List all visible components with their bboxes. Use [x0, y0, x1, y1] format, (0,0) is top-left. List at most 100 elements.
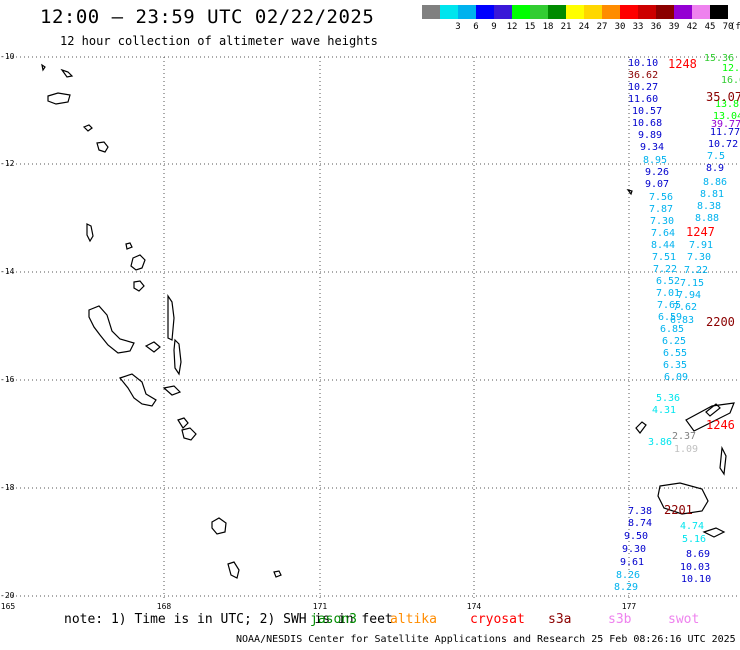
colorbar-tick-label: 36 — [650, 22, 662, 32]
wave-height-value: 7.22 — [653, 264, 678, 275]
wave-height-value: 6.55 — [663, 348, 688, 359]
colorbar-tick-label: 70 — [722, 22, 734, 32]
wave-height-value: 7.65 — [657, 300, 682, 311]
wave-height-value: 4.74 — [680, 521, 705, 532]
wave-height-value: 10.27 — [628, 82, 659, 93]
wave-height-value: 7.51 — [652, 252, 677, 263]
latitude-label: -20 — [0, 591, 15, 600]
colorbar-tick-label: 6 — [473, 22, 479, 32]
wave-height-value: 8.69 — [686, 549, 711, 560]
satellite-legend-item: s3b — [608, 612, 632, 627]
island-maewo — [167, 294, 175, 341]
colorbar-tick-label: 24 — [578, 22, 590, 32]
island-aneityum — [273, 570, 282, 578]
island-gaua — [133, 280, 145, 292]
wave-height-value: 7.01 — [656, 288, 681, 299]
pass-time-label: 1248 — [668, 57, 697, 71]
island-kadavu — [702, 527, 726, 538]
colorbar-swatch — [530, 5, 548, 19]
island-lau — [719, 445, 727, 476]
wave-height-value: 7.30 — [687, 252, 712, 263]
wave-height-value: 2.37 — [672, 431, 697, 442]
colorbar-swatch — [602, 5, 620, 19]
colorbar-swatch — [620, 5, 638, 19]
colorbar-tick-label: 3 — [455, 22, 461, 32]
island-vanua-levu — [685, 402, 735, 432]
latitude-label: -14 — [0, 267, 15, 276]
latitude-label: -10 — [0, 52, 15, 61]
wave-height-value: 7.64 — [651, 228, 676, 239]
wave-height-value: 10.68 — [632, 118, 663, 129]
wave-height-value: 8.29 — [614, 582, 639, 593]
island-tanna — [227, 561, 240, 579]
colorbar-tick-label: 21 — [560, 22, 572, 32]
wave-height-value: 8.44 — [651, 240, 676, 251]
wave-height-value: 6.25 — [662, 336, 687, 347]
altimeter-map — [8, 56, 740, 600]
wave-height-value: 11.77 — [710, 127, 740, 138]
colorbar-swatch — [476, 5, 494, 19]
island-nendo — [47, 92, 71, 105]
longitude-label: 168 — [156, 602, 172, 611]
wave-height-value: 8.81 — [700, 189, 725, 200]
pass-time-label: 2201 — [664, 503, 693, 517]
colorbar-tick-label: 9 — [491, 22, 497, 32]
wave-height-value: 8.38 — [697, 201, 722, 212]
colorbar-swatch — [512, 5, 530, 19]
wave-height-value: 6.85 — [660, 324, 685, 335]
wave-height-value: 7.30 — [650, 216, 675, 227]
wave-height-value: 9.30 — [622, 544, 647, 555]
wave-height-value: 15.36 — [704, 53, 735, 64]
colorbar-swatch — [458, 5, 476, 19]
wave-height-value: 16.6 — [721, 75, 740, 86]
island-tinakula — [41, 63, 46, 72]
island-ambrym — [162, 385, 182, 396]
island-reef-islands — [60, 68, 74, 78]
colorbar-swatch — [710, 5, 728, 19]
island-vanua-lava — [130, 254, 146, 271]
satellite-legend-item: s3a — [548, 612, 572, 627]
wave-height-value: 8.88 — [695, 213, 720, 224]
wave-height-value: 3.86 — [648, 437, 673, 448]
colorbar-tick-label: 33 — [632, 22, 644, 32]
wave-height-value: 13.04 — [713, 111, 740, 122]
wave-height-value: 9.34 — [640, 142, 665, 153]
wave-height-value: 10.03 — [680, 562, 711, 573]
island-erromango — [211, 517, 227, 535]
wave-height-value: 9.50 — [624, 531, 649, 542]
pass-time-label: 2200 — [706, 315, 735, 329]
colorbar-swatch — [674, 5, 692, 19]
wave-height-value: 7.5 — [707, 151, 726, 162]
pass-time-label: 1247 — [686, 225, 715, 239]
wave-height-value: 8.26 — [616, 570, 641, 581]
colorbar-tick-label: 30 — [614, 22, 626, 32]
island-ureparapara — [125, 242, 133, 250]
credit-line: NOAA/NESDIS Center for Satellite Applica… — [236, 634, 736, 645]
island-utupua — [96, 141, 109, 153]
coastlines — [41, 63, 735, 579]
island-malekula — [118, 373, 157, 407]
wave-height-value: 13.8 — [715, 99, 740, 110]
wave-height-value: 5.36 — [656, 393, 681, 404]
wave-height-value: 7.15 — [680, 278, 705, 289]
pass-time-label: 35.07 — [706, 90, 740, 104]
island-espiritu-santo — [88, 305, 135, 354]
longitude-label: 174 — [466, 602, 482, 611]
wave-height-value: 1.09 — [674, 444, 699, 455]
wave-height-value: 8.95 — [643, 155, 668, 166]
wave-height-value: 7.56 — [649, 192, 674, 203]
colorbar-swatch — [566, 5, 584, 19]
island-viti-levu — [657, 482, 709, 515]
pass-time-label: 1246 — [706, 418, 735, 432]
wave-height-value: 7.87 — [649, 204, 674, 215]
colorbar-tick-label: 15 — [524, 22, 536, 32]
colorbar-tick-label: 42 — [686, 22, 698, 32]
wave-height-value: 6.35 — [663, 360, 688, 371]
wave-height-value: 11.60 — [628, 94, 659, 105]
colorbar-tick-label: 27 — [596, 22, 608, 32]
wave-height-value: 6.59 — [658, 312, 683, 323]
colorbar-tick-label: 39 — [668, 22, 680, 32]
wave-height-value: 12. — [722, 63, 740, 74]
units-note: note: 1) Time is in UTC; 2) SWH is in fe… — [64, 612, 393, 627]
wave-height-value: 39.77 — [711, 119, 740, 130]
